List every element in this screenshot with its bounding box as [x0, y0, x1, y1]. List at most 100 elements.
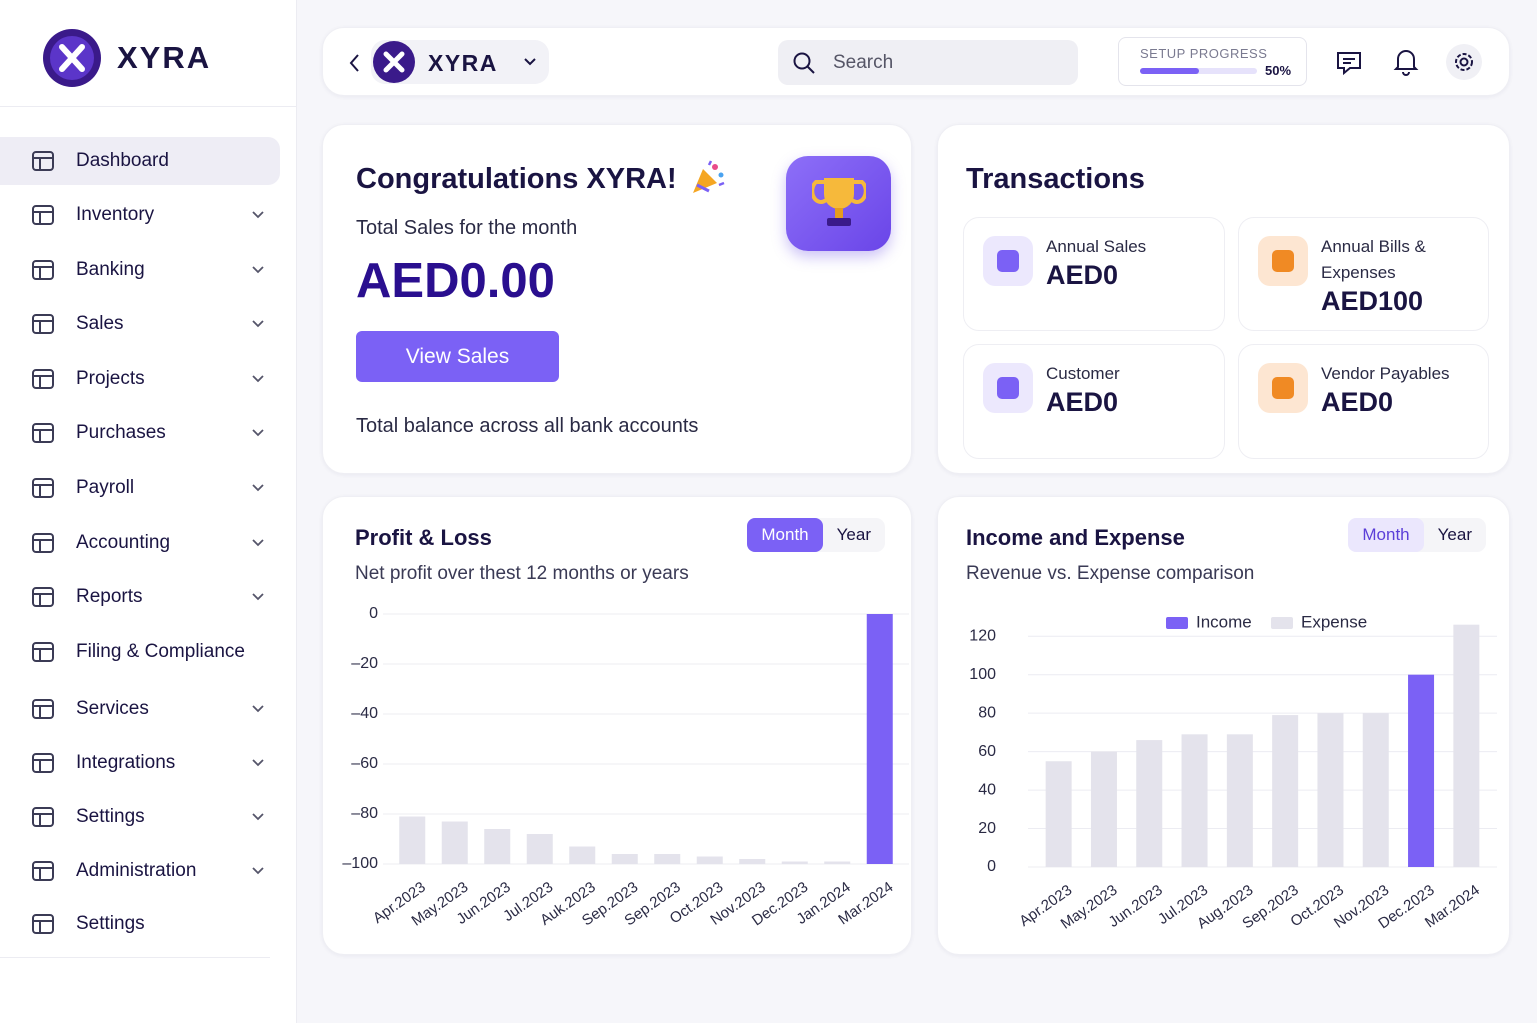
bar: [484, 829, 511, 864]
congrats-subtitle: Total Sales for the month: [356, 217, 578, 239]
chart: 020406080100120Apr.2023May.2023Jun.2023J…: [969, 612, 1497, 933]
nav-icon: [32, 260, 54, 280]
nav-icon: [32, 861, 54, 881]
bar: [1226, 734, 1253, 867]
progress-track: [1140, 68, 1257, 74]
chart-title: Income and Expense: [966, 525, 1185, 550]
toggle-option[interactable]: Year: [1437, 525, 1472, 544]
nav-item[interactable]: Settings: [0, 900, 280, 948]
search-box[interactable]: Search: [778, 40, 1078, 85]
bar: [1362, 713, 1389, 867]
nav-icon-shape: [32, 753, 54, 773]
search-placeholder: Search: [833, 52, 894, 73]
nav-icon-shape: [32, 587, 54, 607]
nav-chevron: [252, 705, 264, 713]
setup-progress[interactable]: SETUP PROGRESS 50%: [1118, 37, 1307, 86]
nav-chevron: [252, 759, 264, 767]
nav-label: Projects: [76, 368, 145, 389]
nav-item[interactable]: Accounting: [0, 519, 280, 567]
progress-fill: [1140, 68, 1199, 74]
nav-icon: [32, 369, 54, 389]
bar: [441, 821, 468, 864]
bar: [1136, 740, 1163, 867]
nav-chevron: [252, 539, 264, 547]
nav-icon-shape: [32, 478, 54, 498]
nav-icon-shape: [33, 320, 53, 333]
nav-item[interactable]: Integrations: [0, 739, 280, 787]
y-tick-label: 40: [978, 781, 996, 798]
search-icon: [793, 52, 815, 74]
nav-item[interactable]: Banking: [0, 246, 280, 294]
nav-icon-shape: [33, 759, 53, 772]
nav-icon-shape: [33, 867, 53, 880]
card-icon-glyph: [997, 377, 1019, 399]
nav-chevron: [252, 375, 264, 383]
card-icon-glyph: [997, 250, 1019, 272]
view-sales-button[interactable]: View Sales: [356, 331, 559, 382]
back-button[interactable]: [347, 52, 363, 74]
nav-item[interactable]: Sales: [0, 300, 280, 348]
y-tick-label: 100: [969, 666, 996, 683]
bar: [1317, 713, 1344, 867]
nav-icon-shape: [33, 484, 53, 497]
toggle-option[interactable]: Year: [836, 525, 871, 544]
nav-icon: [32, 205, 54, 225]
nav-item[interactable]: Settings: [0, 793, 280, 841]
toggle-option[interactable]: Month: [747, 518, 823, 552]
y-tick-label: –60: [351, 755, 378, 772]
transaction-card: Annual Bills & Expenses AED100: [1238, 217, 1489, 331]
nav-icon-shape: [32, 699, 54, 719]
nav-item[interactable]: Payroll: [0, 464, 280, 512]
nav-item[interactable]: Projects: [0, 355, 280, 403]
nav-chevron: [252, 320, 264, 328]
nav-item[interactable]: Filing & Compliance: [0, 628, 280, 676]
y-tick-label: –80: [351, 805, 378, 822]
nav-chevron: [252, 429, 264, 437]
nav-item[interactable]: Reports: [0, 573, 280, 621]
legend-label: Expense: [1301, 612, 1367, 631]
nav-icon: [32, 753, 54, 773]
divider: [0, 957, 270, 958]
chart: 0–20–40–60–80–100Apr.2023May.2023Jun.202…: [342, 605, 909, 930]
nav-label: Accounting: [76, 532, 171, 553]
notifications-icon[interactable]: [1393, 48, 1419, 76]
nav-icon-shape: [32, 314, 54, 334]
y-tick-label: 80: [978, 704, 996, 721]
nav-label: Settings: [76, 806, 145, 827]
bar: [526, 834, 553, 864]
nav-icon-shape: [33, 705, 53, 718]
nav-label: Banking: [76, 259, 145, 280]
transaction-card: Vendor Payables AED0: [1238, 344, 1489, 459]
nav-icon-shape: [33, 593, 53, 606]
nav-icon-shape: [33, 211, 53, 224]
chevron: [252, 211, 264, 219]
nav-label: Sales: [76, 313, 124, 334]
congrats-title: Congratulations XYRA!: [356, 163, 677, 195]
profit-loss-card: Profit & Loss Net profit over thest 12 mo…: [322, 496, 912, 955]
nav-icon-shape: [32, 205, 54, 225]
nav-item[interactable]: Dashboard: [0, 137, 280, 185]
settings-icon[interactable]: [1445, 43, 1483, 81]
chevron: [524, 58, 536, 66]
nav-icon-shape: [32, 861, 54, 881]
bar: [1090, 751, 1117, 867]
transaction-card: Customer AED0: [963, 344, 1225, 459]
nav-item[interactable]: Purchases: [0, 409, 280, 457]
bar: [739, 859, 766, 864]
divider: [0, 106, 296, 107]
nav-item[interactable]: Administration: [0, 847, 280, 895]
nav-icon-shape: [33, 375, 53, 388]
card-label: Customer: [1046, 364, 1120, 383]
y-tick-label: –40: [351, 705, 378, 722]
card-icon: [1258, 363, 1308, 413]
chevron: [252, 759, 264, 767]
nav-icon-shape: [33, 266, 53, 279]
nav-item[interactable]: Services: [0, 685, 280, 733]
nav-icon-shape: [32, 642, 54, 662]
messages-icon[interactable]: [1335, 50, 1363, 76]
org-switcher[interactable]: XYRA: [371, 40, 549, 84]
nav-item[interactable]: Inventory: [0, 191, 280, 239]
transactions-title: Transactions: [966, 163, 1145, 195]
nav-icon-shape: [33, 157, 53, 170]
toggle-option[interactable]: Month: [1348, 518, 1424, 552]
